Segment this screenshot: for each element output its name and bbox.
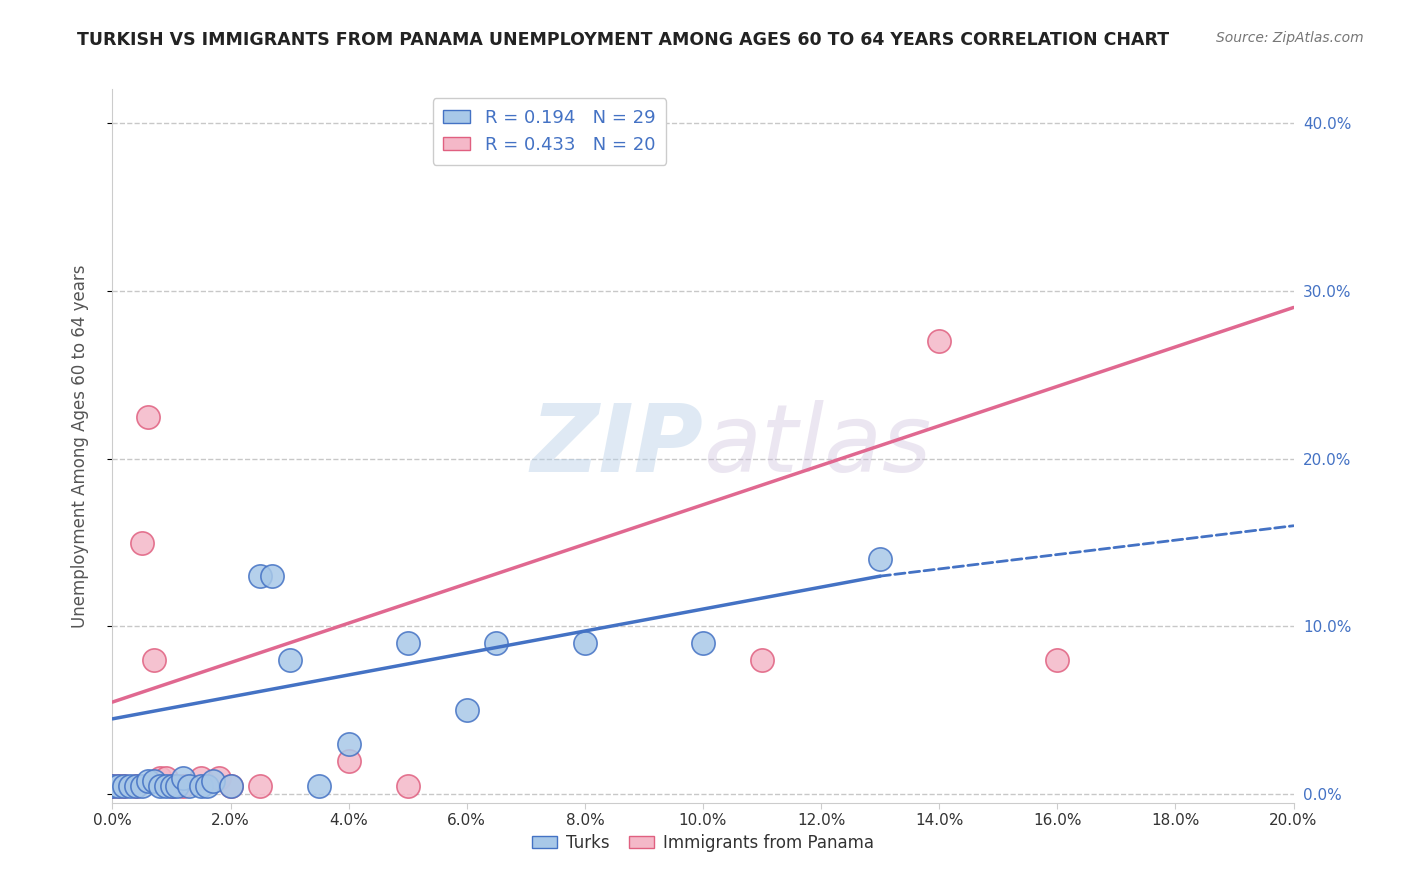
Text: Source: ZipAtlas.com: Source: ZipAtlas.com [1216, 31, 1364, 45]
Point [692, 636, 714, 650]
Point [172, 771, 194, 785]
Point [166, 779, 188, 793]
Point [149, 779, 172, 793]
Text: TURKISH VS IMMIGRANTS FROM PANAMA UNEMPLOYMENT AMONG AGES 60 TO 64 YEARS CORRELA: TURKISH VS IMMIGRANTS FROM PANAMA UNEMPL… [77, 31, 1170, 49]
Point [112, 779, 135, 793]
Point [396, 636, 419, 650]
Point [278, 653, 301, 667]
Point [125, 779, 148, 793]
Text: ZIP: ZIP [530, 400, 703, 492]
Point [1046, 653, 1069, 667]
Point [131, 535, 153, 549]
Point [142, 774, 165, 789]
Point [195, 779, 218, 793]
Point [260, 569, 283, 583]
Text: atlas: atlas [703, 401, 931, 491]
Point [208, 771, 231, 785]
Point [337, 737, 360, 751]
Point [485, 636, 508, 650]
Point [160, 779, 183, 793]
Legend: Turks, Immigrants from Panama: Turks, Immigrants from Panama [526, 828, 880, 859]
Point [574, 636, 596, 650]
Point [869, 552, 891, 566]
Point [179, 779, 201, 793]
Point [337, 754, 360, 768]
Point [172, 779, 194, 793]
Point [190, 779, 212, 793]
Point [219, 779, 242, 793]
Point [155, 779, 177, 793]
Point [396, 779, 419, 793]
Point [120, 779, 142, 793]
Y-axis label: Unemployment Among Ages 60 to 64 years: Unemployment Among Ages 60 to 64 years [70, 264, 89, 628]
Point [249, 779, 271, 793]
Point [142, 653, 165, 667]
Point [249, 569, 271, 583]
Point [928, 334, 950, 348]
Point [125, 779, 148, 793]
Point [107, 779, 129, 793]
Point [308, 779, 330, 793]
Point [136, 409, 159, 424]
Point [155, 771, 177, 785]
Point [101, 779, 124, 793]
Point [131, 779, 153, 793]
Point [219, 779, 242, 793]
Point [201, 774, 224, 789]
Point [751, 653, 773, 667]
Point [136, 774, 159, 789]
Point [160, 779, 183, 793]
Point [456, 703, 478, 717]
Point [149, 771, 172, 785]
Point [190, 771, 212, 785]
Point [107, 779, 129, 793]
Point [101, 779, 124, 793]
Point [112, 779, 135, 793]
